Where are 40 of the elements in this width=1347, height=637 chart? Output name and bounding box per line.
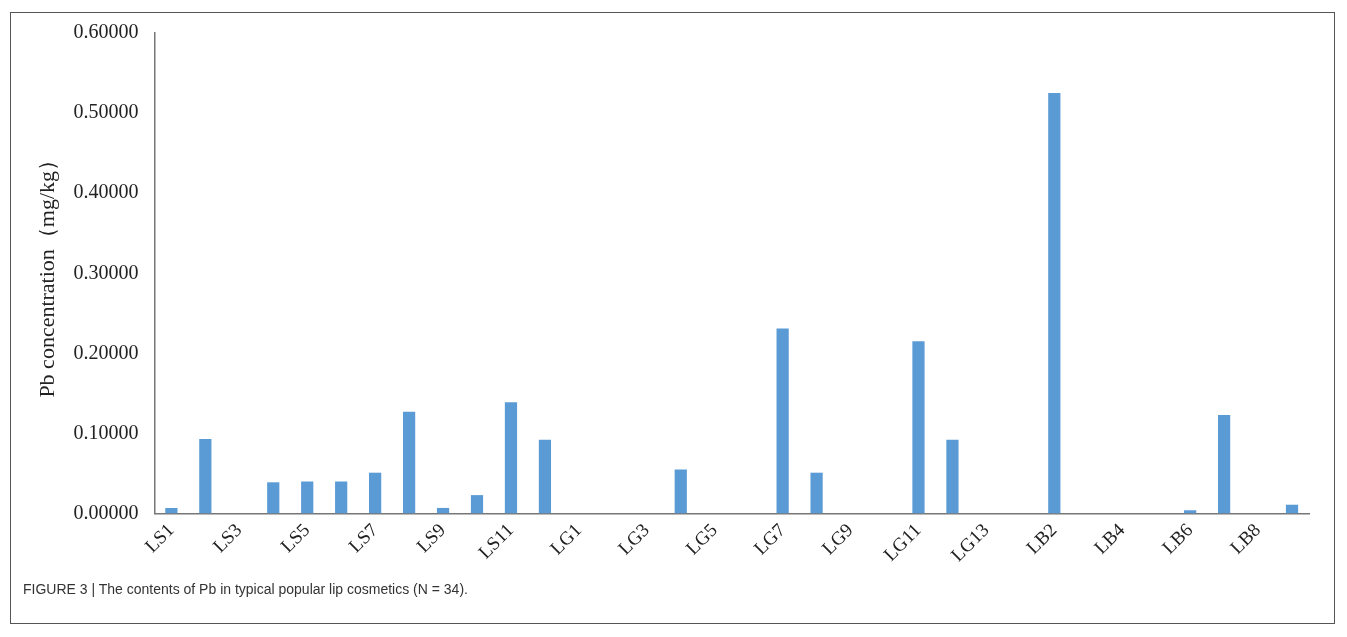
bar	[810, 472, 823, 514]
bar	[369, 472, 382, 514]
bar	[1048, 93, 1061, 514]
x-tick-label: LG3	[613, 519, 654, 559]
y-tick-label: 0.50000	[73, 100, 139, 123]
bar	[267, 482, 280, 514]
x-tick-label: LS7	[344, 519, 382, 557]
x-tick-label: LB6	[1157, 519, 1197, 558]
caption: FIGURE 3 | The contents of Pb in typical popular lip cosmetics (N = 34).	[23, 581, 468, 597]
y-tick-label: 0.30000	[73, 260, 139, 283]
bar	[402, 411, 416, 514]
bar	[335, 481, 348, 514]
y-tick-label: 0.20000	[73, 340, 139, 363]
x-tick-label: LS1	[140, 519, 178, 557]
bar	[470, 495, 484, 514]
bar	[1217, 415, 1231, 514]
y-tick-label: 0.60000	[73, 20, 139, 43]
y-tick-label: 0.10000	[73, 420, 139, 443]
x-tick-label: LB4	[1089, 518, 1129, 558]
x-tick-label: LB2	[1021, 519, 1061, 558]
y-tick-label: 0.00000	[73, 500, 139, 523]
x-tick-label: LS3	[208, 519, 246, 557]
bar	[538, 439, 552, 514]
x-tick-label: LS5	[276, 519, 314, 557]
bar	[946, 439, 959, 514]
bar	[776, 328, 789, 514]
x-tick-label: LG9	[817, 519, 857, 559]
bar	[1184, 510, 1197, 514]
bar	[301, 481, 314, 514]
x-tick-label: LG5	[681, 519, 722, 559]
bar	[674, 469, 687, 514]
bar	[504, 402, 518, 514]
y-axis-title: Pb concentration（mg/kg）	[33, 148, 59, 398]
bar	[912, 341, 925, 514]
x-tick-label: LG1	[545, 519, 586, 559]
y-tick-label: 0.40000	[73, 180, 139, 203]
x-tick-label: LS9	[412, 519, 450, 557]
bar	[199, 439, 212, 514]
x-tick-label: LG7	[749, 519, 789, 559]
x-tick-label: LB8	[1225, 519, 1265, 558]
